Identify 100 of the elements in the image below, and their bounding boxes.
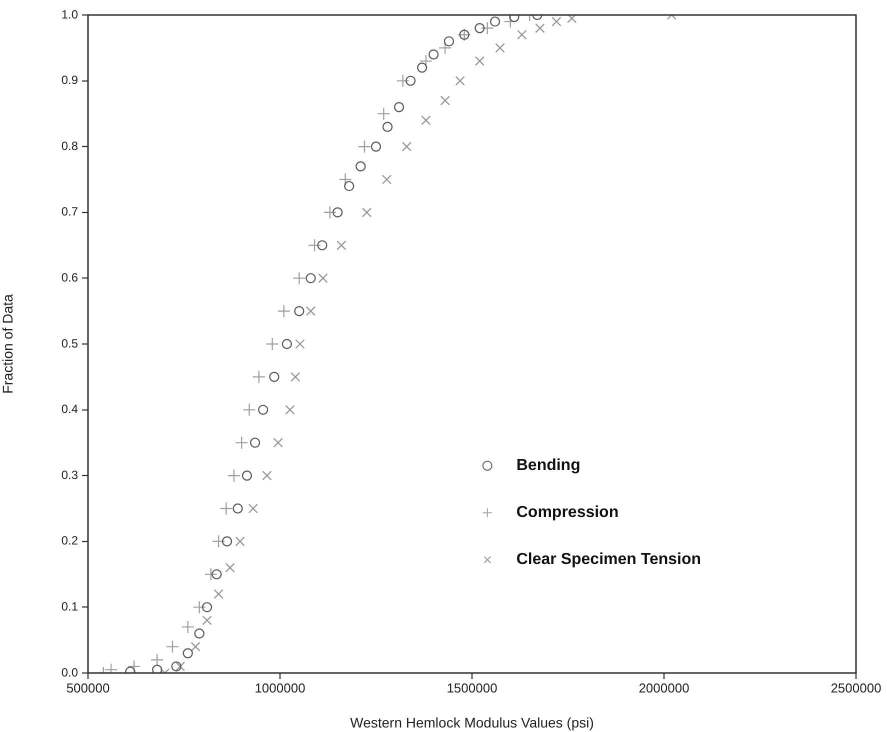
point	[552, 16, 562, 26]
point	[282, 338, 292, 350]
point	[258, 404, 268, 415]
point	[214, 589, 224, 599]
point	[222, 536, 232, 546]
point	[192, 600, 206, 614]
point	[235, 536, 245, 546]
point	[277, 304, 290, 318]
point	[438, 41, 452, 54]
point	[182, 648, 193, 658]
point	[377, 107, 390, 120]
point	[332, 207, 343, 218]
point	[194, 628, 204, 639]
point	[382, 174, 392, 184]
point	[394, 102, 404, 112]
y-tick-label: 0.2	[61, 534, 78, 548]
point	[444, 36, 454, 46]
point	[344, 180, 354, 192]
point	[306, 306, 316, 316]
point	[474, 56, 485, 66]
x-tick-label: 500000	[66, 680, 110, 696]
y-axis-title: Fraction of Data	[0, 294, 16, 394]
point	[535, 23, 545, 34]
point	[202, 616, 212, 626]
y-tick-label: 0.7	[61, 204, 78, 219]
point	[474, 23, 485, 34]
point	[166, 640, 180, 654]
point	[227, 469, 241, 482]
point	[323, 206, 337, 219]
point	[248, 504, 258, 514]
point	[370, 142, 382, 152]
point	[358, 140, 372, 154]
point	[150, 653, 164, 666]
point	[416, 62, 428, 73]
point	[212, 534, 226, 548]
point	[362, 208, 372, 218]
point	[235, 436, 248, 450]
point	[220, 502, 233, 516]
point	[242, 403, 256, 416]
point	[262, 470, 272, 480]
point	[338, 172, 352, 186]
point	[421, 115, 431, 126]
point	[225, 562, 235, 573]
point	[480, 22, 494, 35]
point	[252, 370, 266, 384]
legend-label: Compression	[516, 504, 619, 522]
point	[290, 372, 300, 382]
x-tick-label: 1000000	[254, 680, 306, 696]
y-tick-label: 0.3	[61, 468, 78, 482]
point	[428, 49, 439, 60]
point	[175, 662, 186, 672]
y-tick-label: 0.0	[61, 665, 78, 680]
point	[273, 438, 283, 448]
point	[292, 272, 306, 285]
point	[495, 43, 505, 53]
point	[490, 16, 500, 27]
y-tick-label: 0.1	[61, 600, 78, 614]
x-tick-label: 1500000	[446, 680, 498, 696]
point	[306, 273, 316, 284]
point	[336, 240, 346, 250]
y-tick-label: 0.4	[61, 402, 78, 416]
point	[294, 306, 304, 316]
y-tick-label: 0.6	[61, 270, 78, 285]
y-tick-label: 0.9	[61, 73, 78, 88]
point	[419, 54, 433, 68]
point	[504, 15, 517, 28]
point	[517, 30, 527, 40]
point	[269, 372, 280, 382]
point	[212, 569, 222, 580]
point	[382, 122, 393, 132]
point	[250, 438, 260, 448]
point	[285, 404, 295, 415]
point	[396, 74, 410, 88]
y-tick-label: 0.8	[61, 138, 78, 153]
point	[356, 161, 366, 172]
legend-label: Clear Specimen Tension	[516, 551, 702, 568]
y-tick-label: 0.5	[61, 336, 78, 350]
point	[567, 15, 577, 24]
point	[295, 339, 305, 349]
point	[317, 240, 328, 250]
point	[171, 661, 182, 672]
x-axis-title: Western Hemlock Modulus Values (psi)	[350, 714, 594, 730]
point	[318, 273, 328, 284]
point	[440, 96, 450, 106]
legend-label: Bending	[516, 457, 580, 474]
point	[181, 620, 194, 634]
x-tick-label: 2500000	[830, 680, 882, 696]
point	[242, 470, 252, 481]
y-tick-label: 1.0	[61, 7, 78, 22]
point	[405, 76, 416, 86]
point	[402, 142, 412, 152]
x-tick-label: 2000000	[638, 680, 690, 696]
point	[127, 660, 141, 673]
point	[204, 568, 218, 581]
point	[202, 602, 212, 612]
point	[232, 503, 243, 514]
point	[455, 76, 465, 86]
point	[308, 238, 322, 252]
point	[152, 664, 162, 673]
point	[266, 337, 279, 351]
